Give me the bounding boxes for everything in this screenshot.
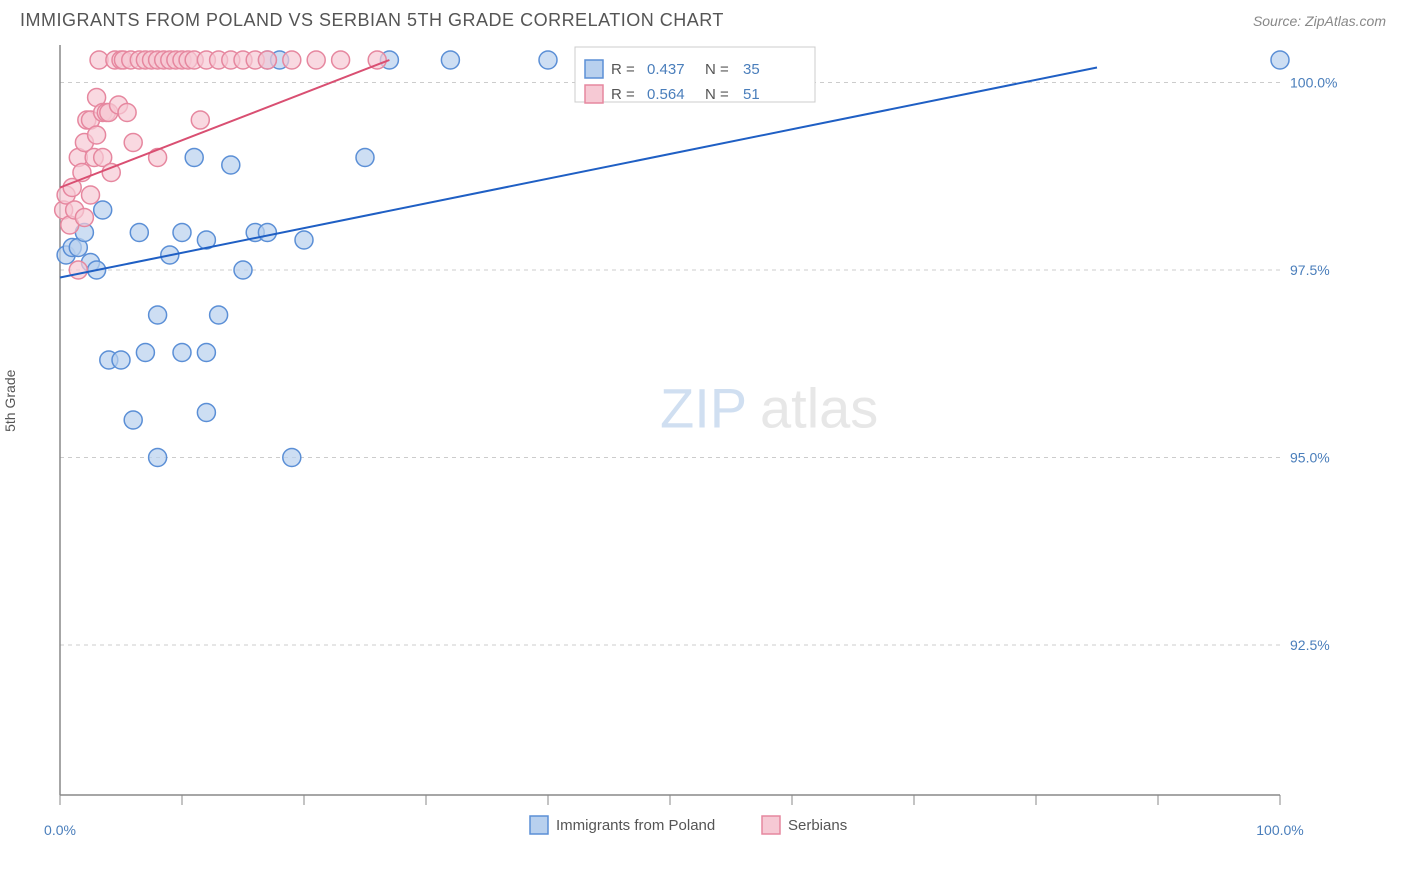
scatter-chart: 92.5% 95.0% 97.5% 100.0% 0.0% 100.0% ZIPatlas R… (20, 35, 1360, 875)
data-point (332, 51, 350, 69)
legend-label: Serbians (788, 817, 847, 834)
data-point (1271, 51, 1289, 69)
data-point (185, 149, 203, 167)
data-point (124, 411, 142, 429)
svg-text:95.0%: 95.0% (1290, 450, 1330, 466)
data-point (539, 51, 557, 69)
svg-text:R =: R = (611, 61, 635, 78)
svg-text:0.437: 0.437 (647, 61, 685, 78)
svg-text:35: 35 (743, 61, 760, 78)
data-point (210, 306, 228, 324)
svg-text:R =: R = (611, 86, 635, 103)
svg-text:92.5%: 92.5% (1290, 637, 1330, 653)
data-point (197, 404, 215, 422)
data-point (136, 344, 154, 362)
svg-text:N =: N = (705, 86, 729, 103)
data-point (441, 51, 459, 69)
chart-title: IMMIGRANTS FROM POLAND VS SERBIAN 5TH GR… (20, 10, 724, 31)
svg-text:100.0%: 100.0% (1256, 822, 1303, 838)
data-point (130, 224, 148, 242)
data-point (69, 261, 87, 279)
data-point (234, 261, 252, 279)
svg-text:N =: N = (705, 61, 729, 78)
svg-text:ZIP: ZIP (660, 377, 747, 440)
data-point (197, 344, 215, 362)
svg-text:97.5%: 97.5% (1290, 262, 1330, 278)
svg-text:atlas: atlas (760, 377, 878, 440)
data-point (75, 209, 93, 227)
chart-header: IMMIGRANTS FROM POLAND VS SERBIAN 5TH GR… (0, 0, 1406, 33)
data-point (222, 156, 240, 174)
svg-text:0.564: 0.564 (647, 86, 685, 103)
data-point (258, 224, 276, 242)
data-point (124, 134, 142, 152)
data-point (94, 201, 112, 219)
legend-swatch (762, 816, 780, 834)
data-point (295, 231, 313, 249)
data-point (283, 51, 301, 69)
data-point (118, 104, 136, 122)
svg-text:51: 51 (743, 86, 760, 103)
data-point (283, 449, 301, 467)
data-point (82, 186, 100, 204)
data-point (112, 351, 130, 369)
chart-area: 5th Grade 92.5%95.0%97.5%100.0%0.0%100.0… (20, 35, 1386, 875)
data-point (173, 224, 191, 242)
data-point (258, 51, 276, 69)
y-axis-label: 5th Grade (2, 370, 18, 432)
data-point (173, 344, 191, 362)
data-point (307, 51, 325, 69)
data-point (149, 306, 167, 324)
data-point (88, 126, 106, 144)
legend-swatch (530, 816, 548, 834)
svg-text:100.0%: 100.0% (1290, 75, 1337, 91)
legend-label: Immigrants from Poland (556, 817, 715, 834)
chart-source: Source: ZipAtlas.com (1253, 13, 1386, 29)
svg-text:0.0%: 0.0% (44, 822, 76, 838)
data-point (191, 111, 209, 129)
data-point (356, 149, 374, 167)
watermark: ZIPatlas (660, 377, 878, 440)
data-point (149, 449, 167, 467)
